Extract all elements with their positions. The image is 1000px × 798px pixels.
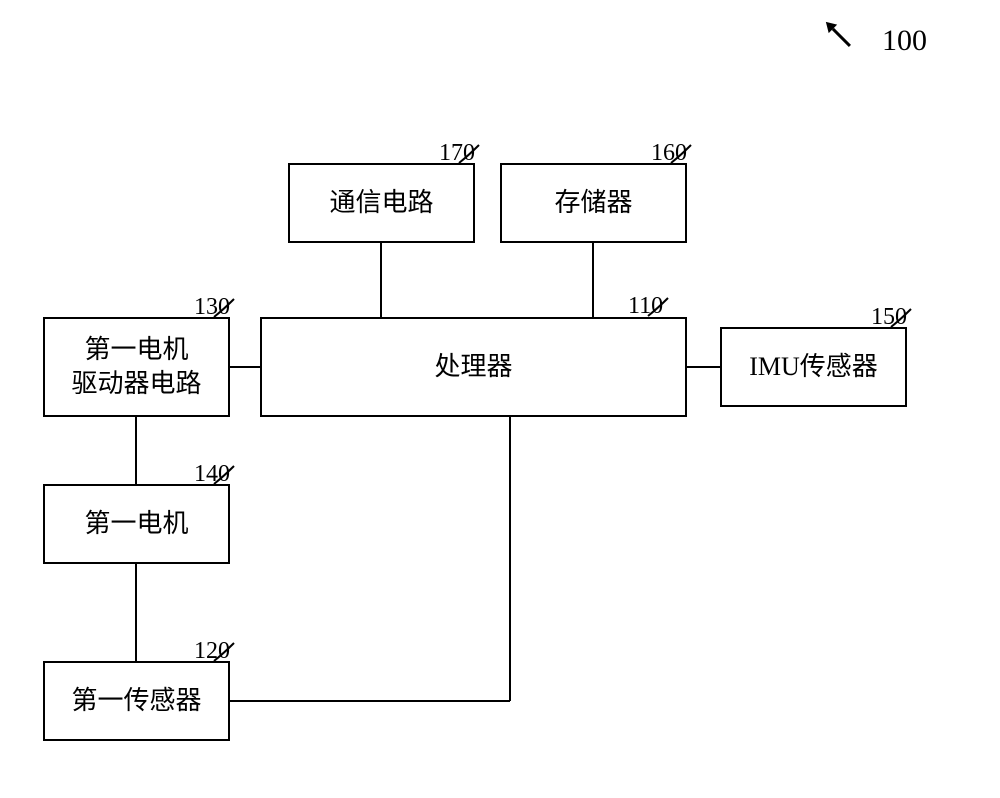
- first-sensor-label: 第一传感器: [71, 684, 201, 718]
- id-label-160: 160: [651, 140, 687, 167]
- id-label-140: 140: [194, 461, 230, 488]
- id-label-150: 150: [871, 304, 907, 331]
- id-label-120: 120: [194, 638, 230, 665]
- comm-label: 通信电路: [329, 186, 433, 220]
- motor-driver-label: 第一电机 驱动器电路: [71, 333, 201, 401]
- first-sensor-box: 第一传感器: [43, 661, 230, 741]
- processor-box: 处理器: [260, 317, 687, 417]
- block-diagram: 100 处理器 第一传感器 第一电机 驱动器电路 第一电机 IMU传感器 存储器…: [0, 0, 1000, 798]
- id-label-170: 170: [439, 140, 475, 167]
- comm-box: 通信电路: [288, 163, 475, 243]
- imu-box: IMU传感器: [720, 327, 907, 407]
- memory-box: 存储器: [500, 163, 687, 243]
- first-motor-label: 第一电机: [84, 507, 188, 541]
- memory-label: 存储器: [554, 186, 632, 220]
- id-label-110: 110: [628, 293, 663, 320]
- id-label-130: 130: [194, 294, 230, 321]
- figure-arrow: [815, 11, 865, 61]
- processor-label: 处理器: [434, 350, 512, 384]
- figure-number: 100: [882, 24, 927, 58]
- first-motor-box: 第一电机: [43, 484, 230, 564]
- motor-driver-box: 第一电机 驱动器电路: [43, 317, 230, 417]
- imu-label: IMU传感器: [749, 350, 878, 384]
